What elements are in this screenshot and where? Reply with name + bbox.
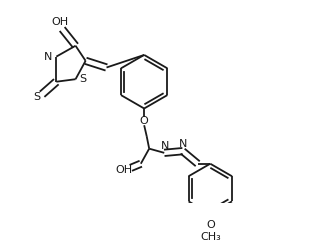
Text: CH₃: CH₃ [200,232,221,241]
Text: OH: OH [116,165,133,175]
Text: S: S [33,92,41,102]
Text: OH: OH [51,17,68,27]
Text: O: O [206,220,214,230]
Text: N: N [161,141,169,151]
Text: O: O [140,116,149,126]
Text: S: S [80,74,87,84]
Text: N: N [44,52,52,62]
Text: N: N [178,140,187,149]
